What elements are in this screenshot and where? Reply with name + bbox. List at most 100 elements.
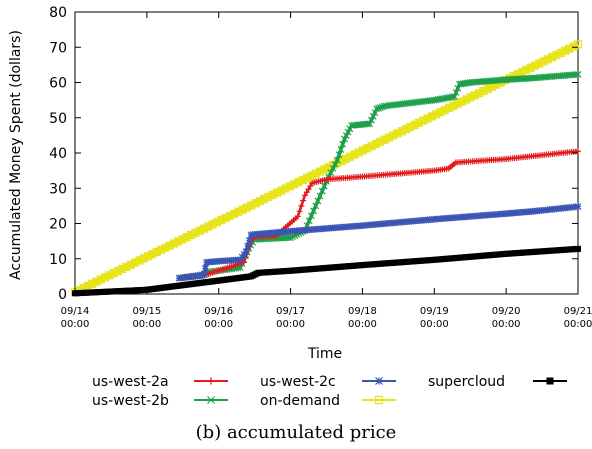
square-marker [350, 150, 359, 159]
square-marker [311, 169, 320, 178]
square-marker [427, 112, 436, 121]
square-marker [535, 59, 544, 68]
square-marker [113, 266, 123, 276]
square-marker [208, 220, 217, 229]
square-marker [186, 230, 196, 240]
square-marker [148, 250, 157, 259]
x-tick-date: 09/18 [348, 306, 377, 317]
square-marker [462, 95, 471, 104]
square-marker [100, 273, 110, 282]
legend-label: us-west-2c [260, 374, 336, 390]
x-marker [337, 146, 345, 153]
square-marker [83, 281, 92, 290]
square-marker [174, 237, 183, 246]
square-marker [139, 254, 148, 263]
square-marker [475, 89, 484, 98]
square-marker [522, 65, 531, 74]
square-marker [126, 260, 135, 269]
square-marker [221, 214, 230, 223]
square-marker [371, 139, 381, 149]
square-marker [457, 97, 467, 106]
x-marker [376, 104, 384, 111]
x-tick-date: 09/20 [492, 306, 521, 317]
square-marker [569, 42, 578, 51]
square-marker [539, 57, 548, 66]
x-marker [287, 234, 294, 242]
x-marker [452, 89, 460, 96]
x-marker [327, 169, 335, 177]
ticks-layer: 0 10 20 30 40 50 60 70 80 09/14 00:00 09/15 00:00 09/… [49, 5, 592, 330]
series-markers-supercloud [72, 245, 581, 297]
square-marker [543, 55, 553, 64]
square-marker [143, 252, 153, 261]
square-marker [152, 247, 161, 257]
square-marker [122, 262, 131, 271]
square-marker [92, 277, 101, 286]
x-marker [289, 233, 297, 241]
square-marker [466, 93, 475, 102]
x-marker [339, 140, 347, 148]
plus-marker [294, 213, 301, 220]
plus-marker [307, 183, 314, 190]
square-marker [444, 103, 454, 113]
square-marker [432, 110, 441, 119]
square-marker [414, 118, 424, 127]
square-marker [436, 108, 445, 117]
square-marker [191, 228, 200, 238]
square-marker [363, 144, 372, 153]
square-marker [255, 197, 264, 206]
series-supercloud [72, 245, 581, 297]
square-marker [135, 256, 144, 265]
legend-entry-us-west-2c: us-west-2c [260, 374, 396, 390]
square-marker [453, 99, 462, 108]
series-us-west-2c [175, 203, 582, 282]
square-marker [401, 125, 411, 134]
x-tick-time: 00:00 [564, 319, 592, 330]
x-marker [366, 120, 374, 128]
x-marker [285, 234, 292, 242]
square-marker [389, 131, 398, 140]
square-marker [178, 235, 187, 244]
star-marker [245, 236, 253, 244]
plus-marker [301, 192, 308, 199]
x-tick-time: 00:00 [492, 319, 521, 330]
legend-label: on-demand [260, 393, 340, 409]
square-marker [277, 186, 286, 195]
series-markers-us-west-2c [175, 203, 582, 282]
plus-marker [303, 189, 310, 196]
square-marker [552, 50, 561, 60]
square-marker [376, 137, 385, 146]
y-tick-label: 60 [49, 76, 67, 92]
square-marker [290, 180, 299, 189]
x-marker [314, 197, 322, 205]
square-marker [440, 105, 449, 115]
square-marker [380, 135, 389, 144]
x-marker [341, 135, 348, 143]
square-marker [548, 53, 557, 62]
square-marker [251, 199, 260, 208]
series-line-on-demand [73, 41, 580, 296]
legend-label: us-west-2a [92, 374, 169, 390]
y-axis-label: Accumulated Money Spent (dollars) [8, 30, 24, 280]
x-tick-date: 09/14 [61, 306, 90, 317]
square-marker [294, 178, 303, 187]
square-marker [195, 226, 204, 235]
x-marker [344, 128, 352, 136]
plus-marker [300, 197, 307, 204]
x-tick-time: 00:00 [420, 319, 449, 330]
legend-entry-us-west-2b: us-west-2b [92, 393, 228, 409]
square-marker [479, 86, 488, 96]
x-marker [307, 212, 315, 220]
square-marker [165, 241, 174, 250]
square-marker [199, 224, 209, 233]
square-marker [169, 239, 178, 248]
square-marker [346, 152, 355, 161]
legend: us-west-2a us-west-2b us-west-2c on-demand s… [92, 374, 567, 409]
square-marker [303, 173, 312, 182]
series-on-demand [70, 40, 583, 297]
square-marker [561, 46, 570, 55]
x-marker [207, 396, 215, 404]
square-marker [182, 233, 191, 242]
x-marker [329, 165, 337, 172]
x-marker [367, 116, 375, 124]
